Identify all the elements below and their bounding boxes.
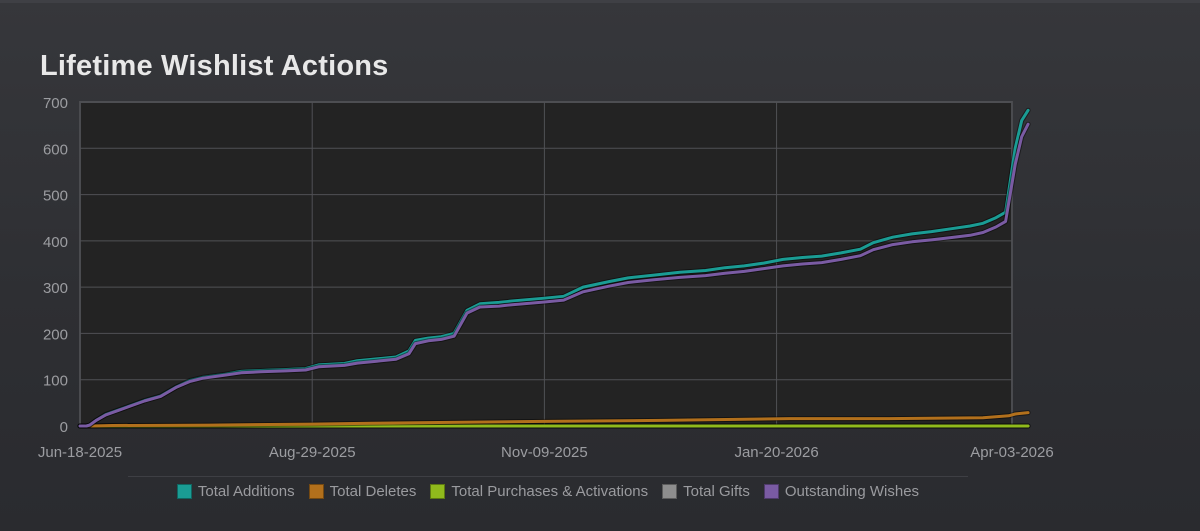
legend-swatch — [308, 484, 324, 499]
x-axis: Jun-18-2025 Aug-29-2025 Nov-09-2025 Jan-20-… — [38, 444, 1054, 461]
x-tick-label: Apr-03-2026 — [970, 444, 1053, 461]
legend-item-total-additions[interactable]: Total Additions — [176, 483, 295, 500]
y-tick-label: 300 — [43, 280, 68, 297]
series-line-outstanding-wishes — [78, 122, 1030, 428]
legend-item-total-purchases-activations[interactable]: Total Purchases & Activations — [430, 483, 648, 500]
grid-lines — [80, 101, 1012, 426]
chart-legend: Total Additions Total Deletes Total Purcha… — [128, 476, 968, 500]
series-lines — [77, 107, 1031, 429]
y-tick-label: 400 — [43, 234, 68, 251]
legend-label: Outstanding Wishes — [784, 483, 920, 500]
x-tick-label: Jun-18-2025 — [38, 444, 122, 461]
y-tick-label: 700 — [43, 95, 68, 112]
y-axis: 0 100 200 300 400 500 600 700 — [43, 95, 68, 436]
y-tick-label: 600 — [43, 141, 68, 158]
y-tick-label: 200 — [43, 326, 68, 343]
legend-label: Total Purchases & Activations — [451, 483, 649, 500]
y-tick-label: 500 — [43, 188, 68, 205]
panel-top-border — [0, 0, 1200, 3]
chart-title: Lifetime Wishlist Actions — [40, 50, 389, 82]
series-line-total-deletes — [78, 411, 1030, 428]
y-tick-label: 0 — [60, 419, 68, 436]
legend-label: Total Additions — [197, 483, 295, 500]
legend-label: Total Deletes — [329, 483, 417, 500]
legend-item-outstanding-wishes[interactable]: Outstanding Wishes — [763, 483, 920, 500]
x-tick-label: Nov-09-2025 — [501, 444, 588, 461]
legend-swatch — [176, 484, 192, 499]
x-tick-label: Jan-20-2026 — [734, 444, 818, 461]
x-tick-label: Aug-29-2025 — [269, 444, 356, 461]
legend-item-total-gifts[interactable]: Total Gifts — [662, 483, 750, 500]
legend-item-total-deletes[interactable]: Total Deletes — [308, 483, 417, 500]
legend-swatch — [430, 484, 446, 499]
y-tick-label: 100 — [43, 373, 68, 390]
legend-label: Total Gifts — [683, 483, 750, 500]
legend-swatch — [763, 484, 779, 499]
legend-swatch — [662, 484, 678, 499]
